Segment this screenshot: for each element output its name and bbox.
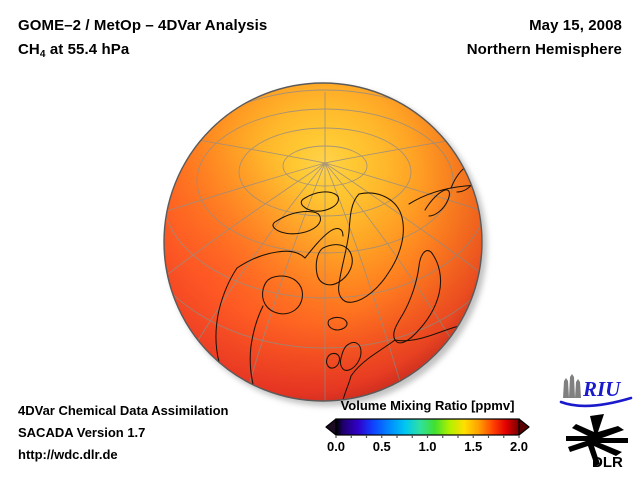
- footer-line-method: 4DVar Chemical Data Assimilation: [18, 403, 229, 418]
- globe-visualization: [163, 82, 487, 406]
- species-level-label: CH4 at 55.4 hPa: [18, 38, 418, 64]
- footer-credits-block: 4DVar Chemical Data Assimilation SACADA …: [18, 400, 229, 466]
- footer-line-version: SACADA Version 1.7: [18, 425, 146, 440]
- dlr-logo: DLR: [566, 414, 628, 470]
- riu-logo-towers: [563, 374, 581, 398]
- species-name: CH: [18, 41, 40, 58]
- riu-logo-swoosh: [559, 396, 633, 408]
- colorbar-tick-label-1: 0.5: [372, 439, 391, 454]
- colorbar-tick-label-4: 2.0: [509, 439, 529, 454]
- globe-map: [163, 82, 483, 402]
- dlr-logo-mark: [566, 414, 628, 466]
- colorbar-tick-label-2: 1.0: [418, 439, 437, 454]
- coastline-blacksea: [458, 378, 482, 392]
- colorbar-title: Volume Mixing Ratio [ppmv]: [340, 398, 515, 413]
- globe-limb-shading: [164, 83, 482, 401]
- region-label: Northern Hemisphere: [466, 41, 622, 58]
- globe-outline: [163, 82, 483, 402]
- riu-logo-text: RIU: [582, 377, 622, 401]
- header-right-block: May 15, 2008 Northern Hemisphere: [322, 14, 622, 62]
- colorbar: Volume Mixing Ratio [ppmv]: [310, 398, 545, 457]
- header-left-block: GOME–2 / MetOp – 4DVar Analysis CH4 at 5…: [18, 14, 418, 64]
- species-subscript: 4: [39, 49, 46, 60]
- colorbar-tick-label-3: 1.5: [464, 439, 483, 454]
- colorbar-arrow-right: [518, 418, 530, 436]
- riu-logo: RIU: [559, 374, 633, 408]
- colorbar-tick-label-0: 0.0: [326, 439, 346, 454]
- footer-line-url: http://wdc.dlr.de: [18, 447, 118, 462]
- colorbar-bar: [325, 418, 530, 439]
- analysis-title: GOME–2 / MetOp – 4DVar Analysis: [18, 17, 268, 34]
- pressure-level: at 55.4 hPa: [45, 41, 130, 58]
- colorbar-bar-holder: [310, 416, 545, 439]
- dlr-logo-text: DLR: [592, 454, 623, 470]
- colorbar-gradient: [335, 418, 520, 436]
- date-label: May 15, 2008: [529, 17, 622, 34]
- colorbar-arrow-left: [325, 418, 337, 436]
- colorbar-tick-labels: 0.0 0.5 1.0 1.5 2.0: [310, 439, 545, 457]
